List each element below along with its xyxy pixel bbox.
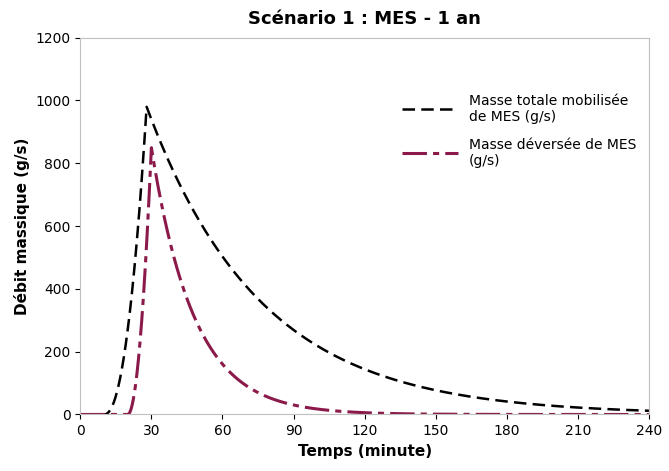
Masse totale mobilisée
de MES (g/s) [645,408,653,414]
Y-axis label: Débit massique (g/s): Débit massique (g/s) [14,138,30,315]
Legend: Masse totale mobilisée
de MES (g/s), Masse déversée de MES
(g/s): Masse totale mobilisée de MES (g/s), Mas… [402,94,636,168]
X-axis label: Temps (minute): Temps (minute) [298,444,432,459]
Line: Masse déversée de MES
(g/s): Masse déversée de MES (g/s) [80,148,649,414]
Masse totale mobilisée
de MES (g/s) [76,412,84,417]
Masse déversée de MES
(g/s) [147,145,155,151]
Masse totale mobilisée
de MES (g/s) [142,104,151,110]
Masse totale mobilisée
de MES (g/s) [141,127,149,133]
Masse totale mobilisée
de MES (g/s) [634,407,642,413]
Masse déversée de MES
(g/s) [76,412,84,417]
Masse totale mobilisée
de MES (g/s) [319,347,327,352]
Masse déversée de MES
(g/s) [175,272,183,278]
Title: Scénario 1 : MES - 1 an: Scénario 1 : MES - 1 an [248,10,481,28]
Line: Masse totale mobilisée
de MES (g/s): Masse totale mobilisée de MES (g/s) [80,107,649,414]
Masse totale mobilisée
de MES (g/s) [175,180,183,186]
Masse déversée de MES
(g/s) [634,412,642,417]
Masse déversée de MES
(g/s) [645,412,653,417]
Masse déversée de MES
(g/s) [319,407,327,413]
Masse déversée de MES
(g/s) [141,267,149,272]
Masse déversée de MES
(g/s) [573,412,581,417]
Masse totale mobilisée
de MES (g/s) [573,405,581,410]
Masse totale mobilisée
de MES (g/s) [294,331,302,336]
Masse déversée de MES
(g/s) [294,403,302,409]
